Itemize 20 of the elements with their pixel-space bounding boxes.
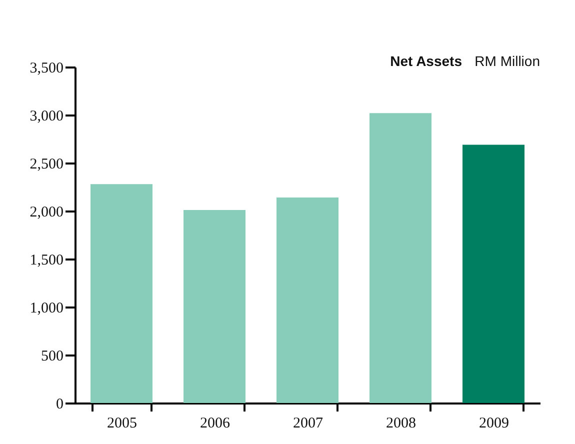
x-tick-label: 2005: [107, 416, 137, 432]
bar: [276, 198, 338, 403]
chart-title: Net Assets: [390, 53, 462, 69]
x-tick-label: 2006: [200, 416, 230, 432]
y-tick-label: 1,000: [30, 300, 64, 316]
x-tick-label: 2007: [293, 416, 324, 432]
chart-subtitle: RM Million: [474, 53, 540, 69]
x-tick-label: 2009: [479, 416, 509, 432]
y-tick-label: 500: [41, 348, 64, 364]
y-tick-label: 0: [56, 396, 64, 412]
y-tick-label: 3,000: [30, 108, 64, 124]
x-tick-label: 2008: [386, 416, 416, 432]
y-tick-label: 2,000: [30, 204, 64, 220]
y-tick-label: 1,500: [30, 252, 64, 268]
bar: [90, 184, 152, 403]
bar: [462, 144, 524, 403]
y-tick-label: 2,500: [30, 156, 64, 172]
bar: [370, 113, 432, 403]
bar: [184, 210, 246, 403]
y-tick-label: 3,500: [30, 60, 64, 76]
